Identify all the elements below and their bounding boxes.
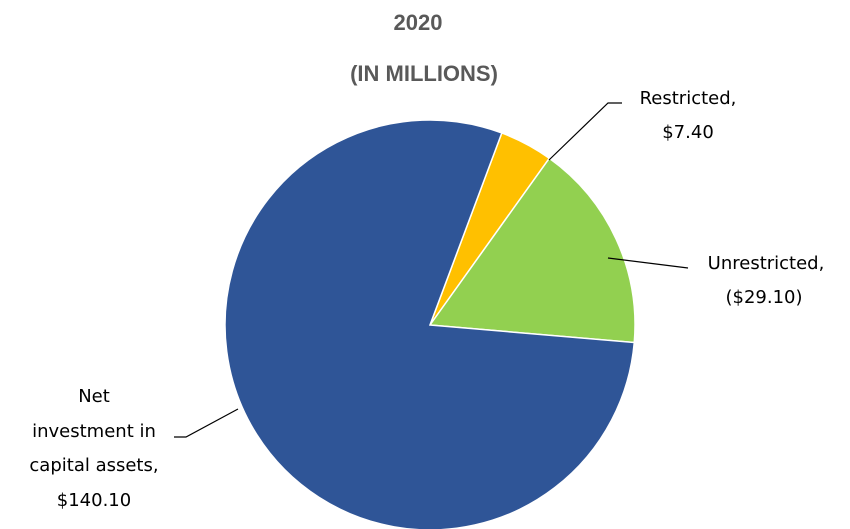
data-label-restricted-value: $7.40 [662,122,714,143]
leader-line-net [174,408,239,438]
data-label-unrestricted-name: Unrestricted, [708,253,825,274]
data-label-net-line-2: investment in [32,421,156,442]
chart-subtitle: (IN MILLIONS) [350,61,498,86]
leader-line-unrestricted [607,257,689,269]
pie-slice-unrestricted [428,157,636,344]
data-label-net-value: $140.10 [57,490,131,511]
pie-slices [224,119,636,529]
data-label-net-line-1: Net [78,386,110,407]
pie-slice-net-investment [224,119,636,529]
chart-title: 2020 [394,10,443,35]
leader-line-restricted [548,102,622,161]
data-label-net-line-3: capital assets, [29,455,158,476]
data-label-restricted-name: Restricted, [640,88,737,109]
data-label-unrestricted-value: ($29.10) [725,287,802,308]
